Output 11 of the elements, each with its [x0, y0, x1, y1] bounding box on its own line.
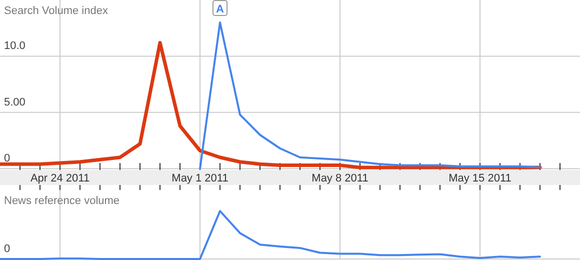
y-tick-label: 0 [4, 152, 10, 165]
x-tick-label: May 1 2011 [172, 172, 228, 184]
flag-label: A [212, 0, 228, 16]
x-tick-label: May 8 2011 [312, 172, 368, 184]
annotation: A [216, 3, 224, 16]
x-tick-label: May 15 2011 [448, 172, 512, 184]
x-tick-label: Apr 24 2011 [30, 172, 90, 184]
y-tick-label: 10.0 [4, 40, 26, 52]
y-axis-title: Search Volume index [4, 5, 108, 17]
y-tick-label: 5.00 [4, 96, 26, 108]
y-axis-title: News reference volume [4, 195, 120, 207]
